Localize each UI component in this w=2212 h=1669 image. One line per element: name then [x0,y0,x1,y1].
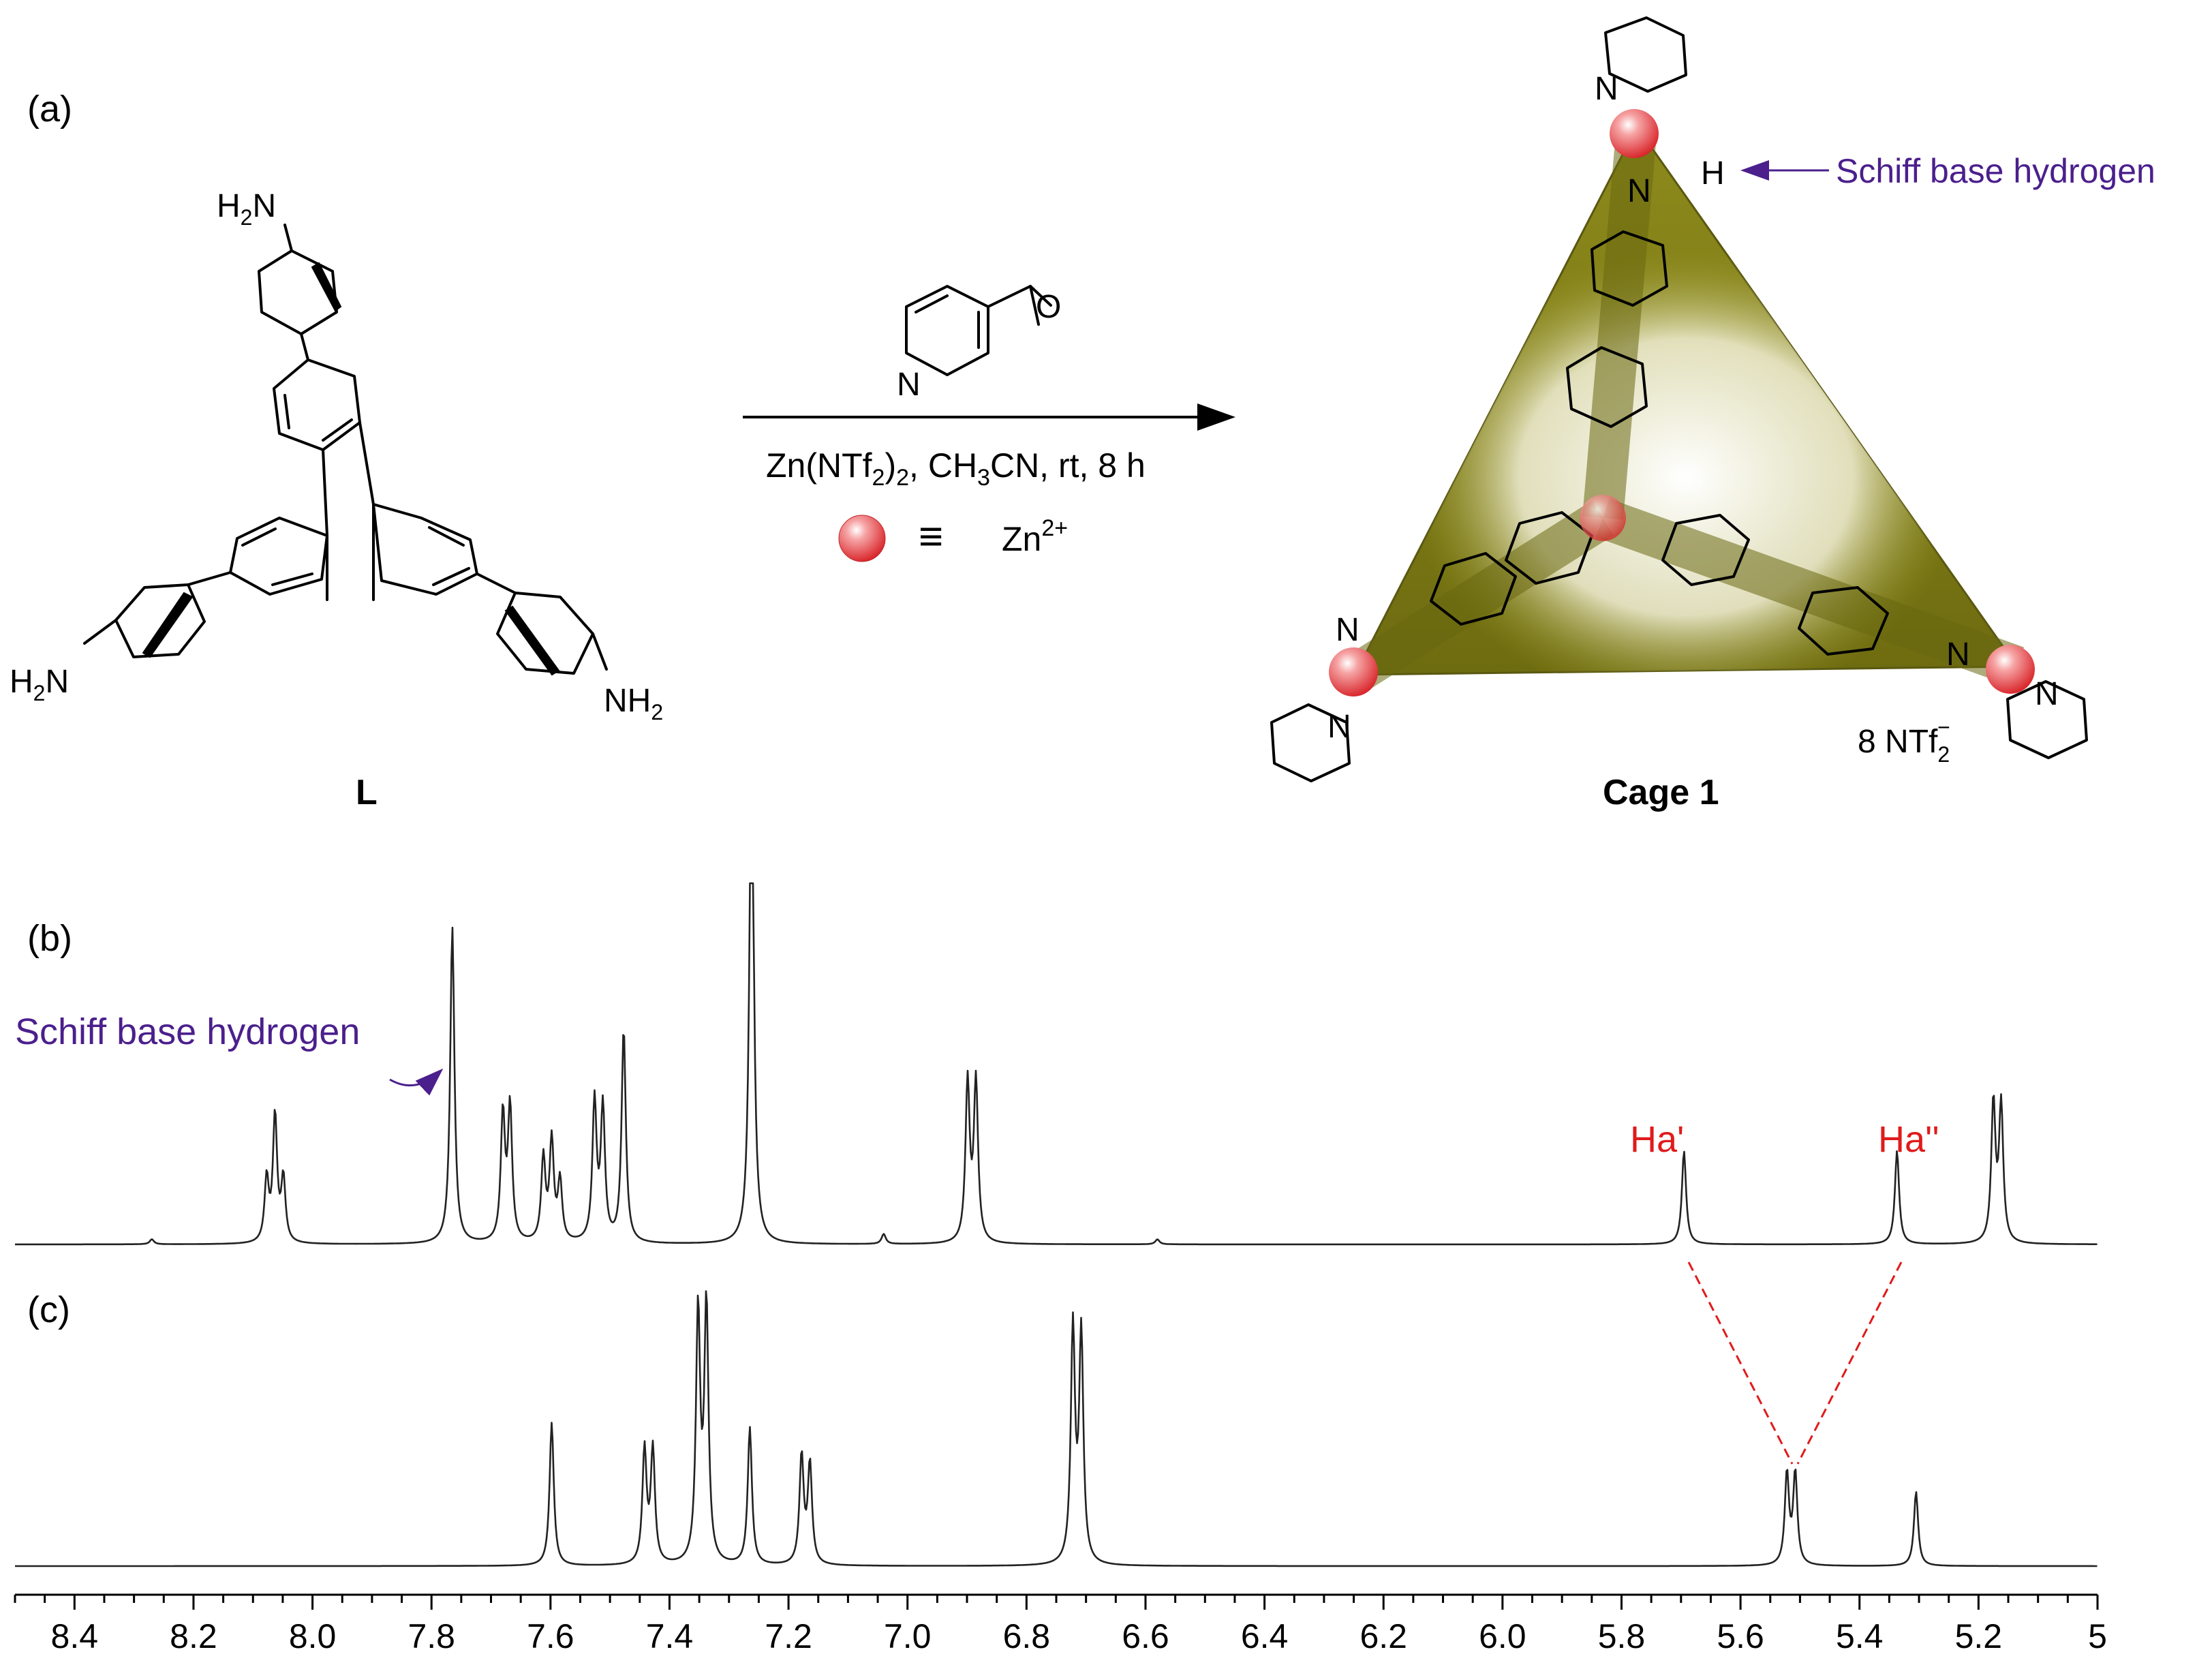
x-tick-label: 5 [2088,1617,2107,1655]
x-axis: 8.4 8.2 8.0 7.8 7.6 7.4 7.2 7.0 6.8 6.6 6.4 6.2 6.0 5… [14,1593,2107,1655]
cage-structure: N N H N N N N [1270,16,2088,782]
counterion-label: 8 NTf2− [1858,715,1950,767]
x-tick-label: 8.0 [289,1617,337,1655]
legend-zinc-sphere [838,515,886,562]
panel-label-b: (b) [27,918,72,959]
x-tick-label: 8.2 [170,1617,217,1655]
legend-equiv-symbol: ≡ [919,513,943,560]
ha-double-prime-label: Ha'' [1878,1119,1939,1160]
cage-atom-n-right-pyr: N [2035,676,2059,712]
panel-label-c: (c) [27,1289,70,1330]
zinc-sphere-top [1610,109,1659,158]
ligand-label: L [356,773,378,812]
cage-atom-n-right-imine: N [1946,637,1970,673]
x-tick-label: 6.8 [1003,1617,1051,1655]
x-tick-label: 6.4 [1241,1617,1289,1655]
cage-atom-n-left-pyr: N [1327,709,1351,745]
aldehyde-structure: O N [897,285,1061,403]
legend-zinc-ion: Zn2+ [1002,515,1068,558]
x-tick-label: 7.2 [765,1617,812,1655]
cage-atom-n-top: N [1595,71,1618,107]
x-tick-label: 5.4 [1836,1617,1884,1655]
spectra-layer [15,882,2098,1567]
cage-atom-n-left-imine: N [1336,612,1360,648]
zinc-sphere-center [1580,495,1626,541]
x-tick-label: 6.2 [1360,1617,1407,1655]
x-tick-label: 6.6 [1122,1617,1169,1655]
panel-label-a: (a) [27,89,72,129]
spectrum-b-trace [15,882,2098,1246]
x-tick-label: 5.6 [1717,1617,1764,1655]
zinc-sphere-right [1986,645,2035,694]
x-tick-label: 7.4 [646,1617,694,1655]
x-tick-label: 7.8 [408,1617,455,1655]
ha-double-prime-connector [1796,1261,1903,1465]
schiff-arrow-spectrum [389,1068,444,1096]
x-tick-label: 8.4 [51,1617,99,1655]
x-tick-label: 5.2 [1955,1617,2003,1655]
reagent-conditions: Zn(NTf2)2, CH3CN, rt, 8 h [766,446,1146,491]
schiff-annotation-spectrum: Schiff base hydrogen [15,1011,360,1052]
ha-prime-label: Ha' [1630,1119,1684,1160]
atom-h2n-top: H2N [217,188,276,230]
aldehyde-nitrogen: N [897,367,921,403]
schiff-annotation-scheme: Schiff base hydrogen [1836,152,2155,190]
zinc-sphere-left [1329,647,1378,696]
cage-atom-h: H [1701,155,1725,192]
x-tick-label: 6.0 [1479,1617,1526,1655]
spectrum-c-trace [15,1290,2098,1567]
ha-prime-connector [1687,1261,1794,1465]
atom-nh2-right: NH2 [604,683,663,724]
cage-label: Cage 1 [1603,773,1719,812]
x-tick-label: 7.6 [527,1617,574,1655]
cage-atom-n-top-imine: N [1627,173,1651,209]
x-tick-label: 5.8 [1598,1617,1646,1655]
aldehyde-oxygen: O [1036,289,1061,325]
x-tick-label: 7.0 [884,1617,932,1655]
atom-h2n-left: H2N [10,664,69,705]
ligand-structure: H2N H2N [10,188,663,724]
